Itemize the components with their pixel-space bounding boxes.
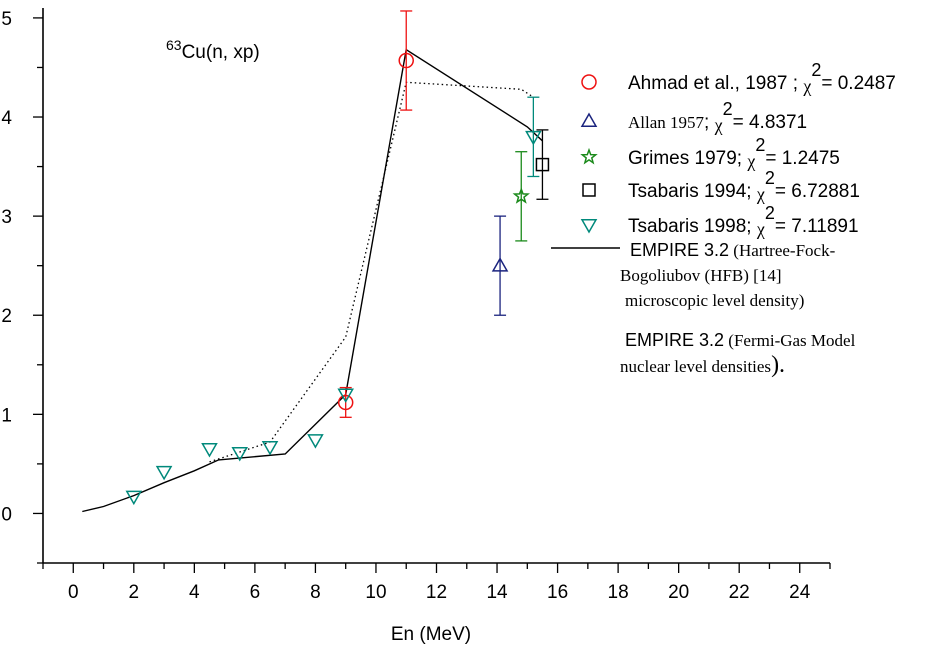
legend-label-grimes: Grimes 1979; χ2= 1.2475	[628, 135, 840, 171]
legend-label-text: Tsabaris 1998;	[628, 216, 757, 237]
legend-empire-fermi-line1: EMPIRE 3.2 (Fermi-Gas Model	[625, 330, 856, 350]
chart-title: 63Cu(n, xp)	[166, 37, 260, 63]
legend-sup: 2	[811, 60, 821, 80]
error-bar-grimes	[515, 151, 528, 242]
x-tick-label: 2	[129, 582, 140, 603]
x-tick-label: 6	[250, 582, 261, 603]
legend-empire-fermi-tail: ).	[771, 352, 785, 378]
x-tick-label: 22	[729, 582, 750, 603]
legend-chi: χ	[756, 219, 765, 239]
y-tick-label: .1	[0, 405, 12, 426]
curve-empire_hfb	[82, 48, 543, 513]
legend-value: = 4.8371	[733, 112, 808, 133]
legend-label-text: ;	[704, 112, 715, 133]
legend-symbol-allan	[580, 112, 598, 127]
point-tsabaris1998	[307, 434, 324, 449]
legend-label-text: Ahmad et al., 1987 ;	[628, 73, 803, 94]
legend-empire-fermi-desc: (Fermi-Gas Model	[724, 331, 856, 350]
legend-value: = 6.72881	[775, 181, 860, 202]
x-tick-label: 4	[189, 582, 200, 603]
legend-empire-fermi-line2: nuclear level densities).	[620, 352, 785, 378]
legend-symbol-grimes	[580, 147, 598, 165]
x-tick-label: 14	[486, 582, 508, 603]
chart-title-reaction: Cu(n, xp)	[182, 42, 260, 63]
legend-label-tsabaris1998: Tsabaris 1998; χ2= 7.11891	[628, 203, 859, 239]
x-tick-label: 20	[668, 582, 689, 603]
legend-empire-hfb-line3: microscopic level density)	[625, 291, 804, 310]
legend-label-allan: Allan 1957; χ2= 4.8371	[628, 99, 807, 135]
legend-chi: χ	[714, 115, 723, 135]
legend-label-tsabaris1994: Tsabaris 1994; χ2= 6.72881	[628, 168, 860, 204]
chart-labels: 63Cu(n, xp) En (MeV)	[166, 37, 471, 645]
point-tsabaris1998	[337, 388, 354, 404]
chart-title-mass: 63	[166, 37, 182, 53]
point-tsabaris1998	[231, 446, 249, 462]
x-tick-label: 24	[789, 582, 811, 603]
x-tick-label: 18	[608, 582, 629, 603]
point-allan	[491, 257, 509, 272]
legend-symbol-ahmad	[581, 74, 597, 90]
error-bar-tsabaris1998	[527, 96, 540, 178]
point-ahmad	[337, 394, 354, 411]
legend-chi: χ	[802, 76, 811, 96]
legend-sup: 2	[723, 99, 733, 119]
curve-empire_fermi	[209, 81, 534, 463]
legend-empire-hfb-line2: Bogoliubov (HFB) [14]	[620, 266, 782, 285]
model-curves	[82, 48, 543, 513]
legend-value: = 0.2487	[821, 73, 896, 94]
legend-empire-hfb-name: EMPIRE 3.2	[630, 240, 729, 260]
point-tsabaris1998	[155, 465, 173, 481]
x-tick-label: 12	[426, 582, 447, 603]
x-tick-label: 16	[547, 582, 568, 603]
point-ahmad	[398, 52, 414, 69]
legend-sup: 2	[765, 168, 775, 188]
error-bar-tsabaris1994	[536, 129, 549, 200]
legend-empire-hfb-desc: (Hartree-Fock-	[729, 241, 836, 260]
point-tsabaris1998	[201, 443, 218, 458]
point-grimes	[512, 187, 530, 204]
legend-label-text: Grimes 1979;	[628, 148, 747, 169]
legend-label-serif: Allan 1957	[628, 113, 705, 132]
x-tick-label: 10	[365, 582, 386, 603]
x-tick-label: 0	[68, 582, 79, 603]
error-bar-allan	[494, 215, 507, 316]
point-tsabaris1994	[535, 157, 550, 172]
legend-empire-hfb-line1: EMPIRE 3.2 (Hartree-Fock-	[630, 240, 836, 260]
y-tick-label: .5	[0, 9, 12, 30]
point-tsabaris1998	[125, 490, 143, 506]
legend-chi: χ	[756, 184, 765, 204]
y-tick-label: .2	[0, 306, 12, 327]
legend-sup: 2	[765, 203, 775, 223]
legend-symbol-tsabaris1994	[582, 183, 596, 197]
point-tsabaris1998	[525, 130, 542, 146]
legend-label-text: Tsabaris 1994;	[628, 181, 757, 202]
legend-value: = 1.2475	[765, 148, 840, 169]
legend-value: = 7.11891	[775, 216, 859, 237]
y-tick-label: .3	[0, 207, 12, 228]
y-tick-label: .0	[0, 504, 12, 525]
legend-symbol-tsabaris1998	[580, 219, 598, 234]
point-tsabaris1998	[261, 441, 279, 456]
x-tick-label: 8	[310, 582, 321, 603]
legend-label-ahmad: Ahmad et al., 1987 ; χ2= 0.2487	[628, 60, 896, 96]
y-tick-label: .4	[0, 108, 12, 129]
legend-chi: χ	[746, 151, 755, 171]
data-points	[125, 10, 550, 506]
legend-empire-fermi-name: EMPIRE 3.2	[625, 330, 724, 350]
legend-sup: 2	[755, 135, 765, 155]
error-bar-ahmad	[400, 10, 413, 111]
x-axis-title: En (MeV)	[391, 624, 471, 645]
